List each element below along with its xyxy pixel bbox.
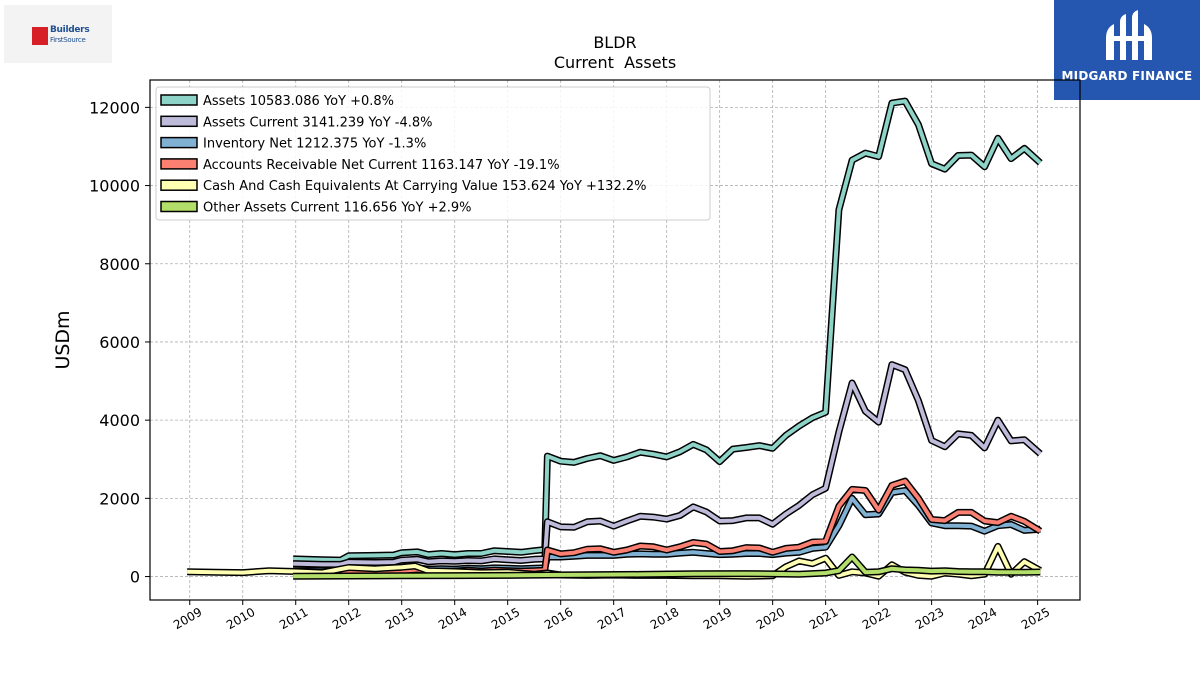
x-tick-label: 2012 bbox=[330, 605, 363, 632]
legend-label: Other Assets Current 116.656 YoY +2.9% bbox=[203, 201, 472, 216]
legend-box bbox=[155, 86, 711, 221]
legend-swatch bbox=[160, 158, 198, 170]
y-tick-label: 2000 bbox=[99, 489, 140, 508]
legend-swatch bbox=[160, 115, 198, 128]
x-tick-label: 2013 bbox=[383, 605, 416, 632]
brand-name: MIDGARD FINANCE bbox=[1061, 69, 1193, 83]
legend-swatch bbox=[160, 136, 198, 149]
legend-swatch bbox=[160, 94, 198, 106]
y-tick-label: 10000 bbox=[89, 177, 140, 196]
y-axis-label: USDm bbox=[52, 310, 74, 369]
x-tick-label: 2010 bbox=[224, 605, 257, 632]
y-tick-label: 12000 bbox=[89, 98, 140, 117]
legend-swatch bbox=[160, 200, 198, 213]
legend-label: Inventory Net 1212.375 YoY -1.3% bbox=[203, 137, 426, 152]
series-lines bbox=[187, 97, 1043, 580]
x-tick-label: 2024 bbox=[966, 605, 999, 632]
x-tick-label: 2021 bbox=[807, 605, 840, 632]
x-tick-label: 2017 bbox=[595, 605, 628, 632]
y-tick-label: 6000 bbox=[99, 333, 140, 352]
chart-subtitle: Current Assets bbox=[554, 53, 676, 72]
legend-swatch bbox=[160, 179, 198, 191]
series-line-5 bbox=[293, 555, 1041, 579]
legend-label: Assets 10583.086 YoY +0.8% bbox=[203, 94, 394, 109]
midgard-mark-icon bbox=[1106, 10, 1152, 60]
company-logo-line2: FirstSource bbox=[50, 36, 86, 44]
legend: Assets 10583.086 YoY +0.8% Assets Current… bbox=[155, 86, 711, 221]
x-tick-label: 2019 bbox=[701, 605, 734, 632]
company-logo: Builders FirstSource bbox=[4, 5, 112, 63]
x-tick-label: 2016 bbox=[542, 605, 575, 632]
y-tick-label: 0 bbox=[130, 568, 140, 587]
x-tick-label: 2018 bbox=[648, 605, 681, 632]
series-line-1 bbox=[293, 362, 1042, 567]
x-tick-label: 2015 bbox=[489, 605, 522, 632]
x-tick-label: 2020 bbox=[754, 605, 787, 632]
legend-label: Accounts Receivable Net Current 1163.147… bbox=[203, 158, 560, 173]
series-line-0 bbox=[293, 99, 1042, 563]
series-outline-1 bbox=[293, 361, 1043, 568]
y-tick-label: 8000 bbox=[99, 255, 140, 274]
company-flag-icon bbox=[32, 27, 48, 45]
x-tick-label: 2023 bbox=[913, 605, 946, 632]
x-tick-label: 2025 bbox=[1019, 605, 1052, 632]
y-tick-label: 4000 bbox=[99, 411, 140, 430]
x-tick-label: 2009 bbox=[171, 605, 204, 632]
legend-label: Assets Current 3141.239 YoY -4.8% bbox=[203, 115, 433, 130]
company-logo-line1: Builders bbox=[50, 25, 90, 35]
x-tick-label: 2014 bbox=[436, 605, 469, 632]
chart-title: BLDR bbox=[593, 33, 636, 52]
brand-logo: MIDGARD FINANCE bbox=[1054, 0, 1200, 100]
x-tick-label: 2011 bbox=[277, 605, 310, 632]
x-tick-label: 2022 bbox=[860, 605, 893, 632]
legend-label: Cash And Cash Equivalents At Carrying Va… bbox=[203, 179, 646, 194]
plot-frame bbox=[149, 79, 1081, 601]
